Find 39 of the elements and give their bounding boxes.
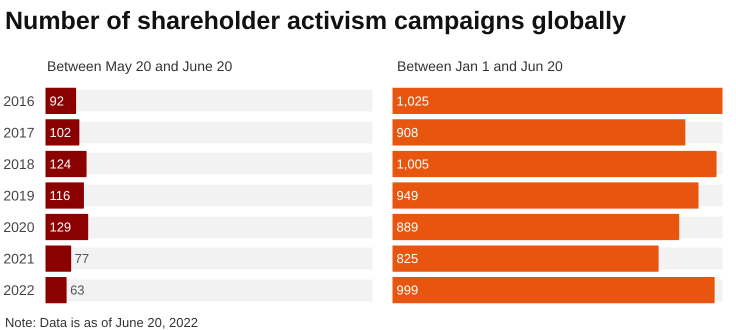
data-label: 1,005: [396, 156, 430, 172]
y-tick-label: 2019: [3, 188, 35, 204]
y-tick-label: 2018: [3, 156, 35, 172]
bar: [392, 214, 680, 240]
bar: [392, 88, 722, 114]
y-tick-label: 2021: [3, 250, 35, 267]
data-label: 77: [74, 251, 90, 266]
bar: [392, 119, 686, 146]
chart-subtitle: Between May 20 and June 20: [47, 57, 232, 76]
data-label: 124: [49, 156, 72, 172]
bar: [46, 182, 84, 209]
data-label: 825: [396, 251, 418, 266]
y-tick-label: 2022: [3, 282, 35, 298]
data-label: 949: [396, 188, 418, 203]
data-label: 999: [396, 282, 418, 298]
chart-subtitle: Between Jan 1 and Jun 20: [397, 57, 563, 76]
data-label: 889: [396, 220, 418, 235]
bar: [392, 182, 699, 209]
bar: [46, 150, 87, 178]
bar: [392, 245, 659, 272]
bar: [46, 245, 72, 272]
bar: [46, 88, 76, 114]
data-label: 1,025: [396, 93, 430, 108]
bar: [392, 150, 717, 178]
y-tick-label: 2017: [3, 124, 35, 140]
data-label: 116: [49, 188, 70, 203]
bar: [46, 119, 80, 146]
chart-title: Number of shareholder activism campaigns globally: [5, 6, 626, 37]
y-tick-label: 2016: [3, 92, 35, 109]
data-label: 63: [70, 282, 85, 298]
data-label: 102: [49, 124, 72, 140]
bar: [392, 277, 715, 304]
data-label: 908: [396, 124, 418, 140]
data-label: 92: [49, 93, 64, 108]
bar: [46, 277, 67, 304]
data-label: 129: [49, 220, 72, 235]
bar: [46, 214, 88, 240]
text: Note: Data is as of June 20, 2022: [5, 314, 198, 330]
y-tick-label: 2020: [3, 219, 35, 236]
